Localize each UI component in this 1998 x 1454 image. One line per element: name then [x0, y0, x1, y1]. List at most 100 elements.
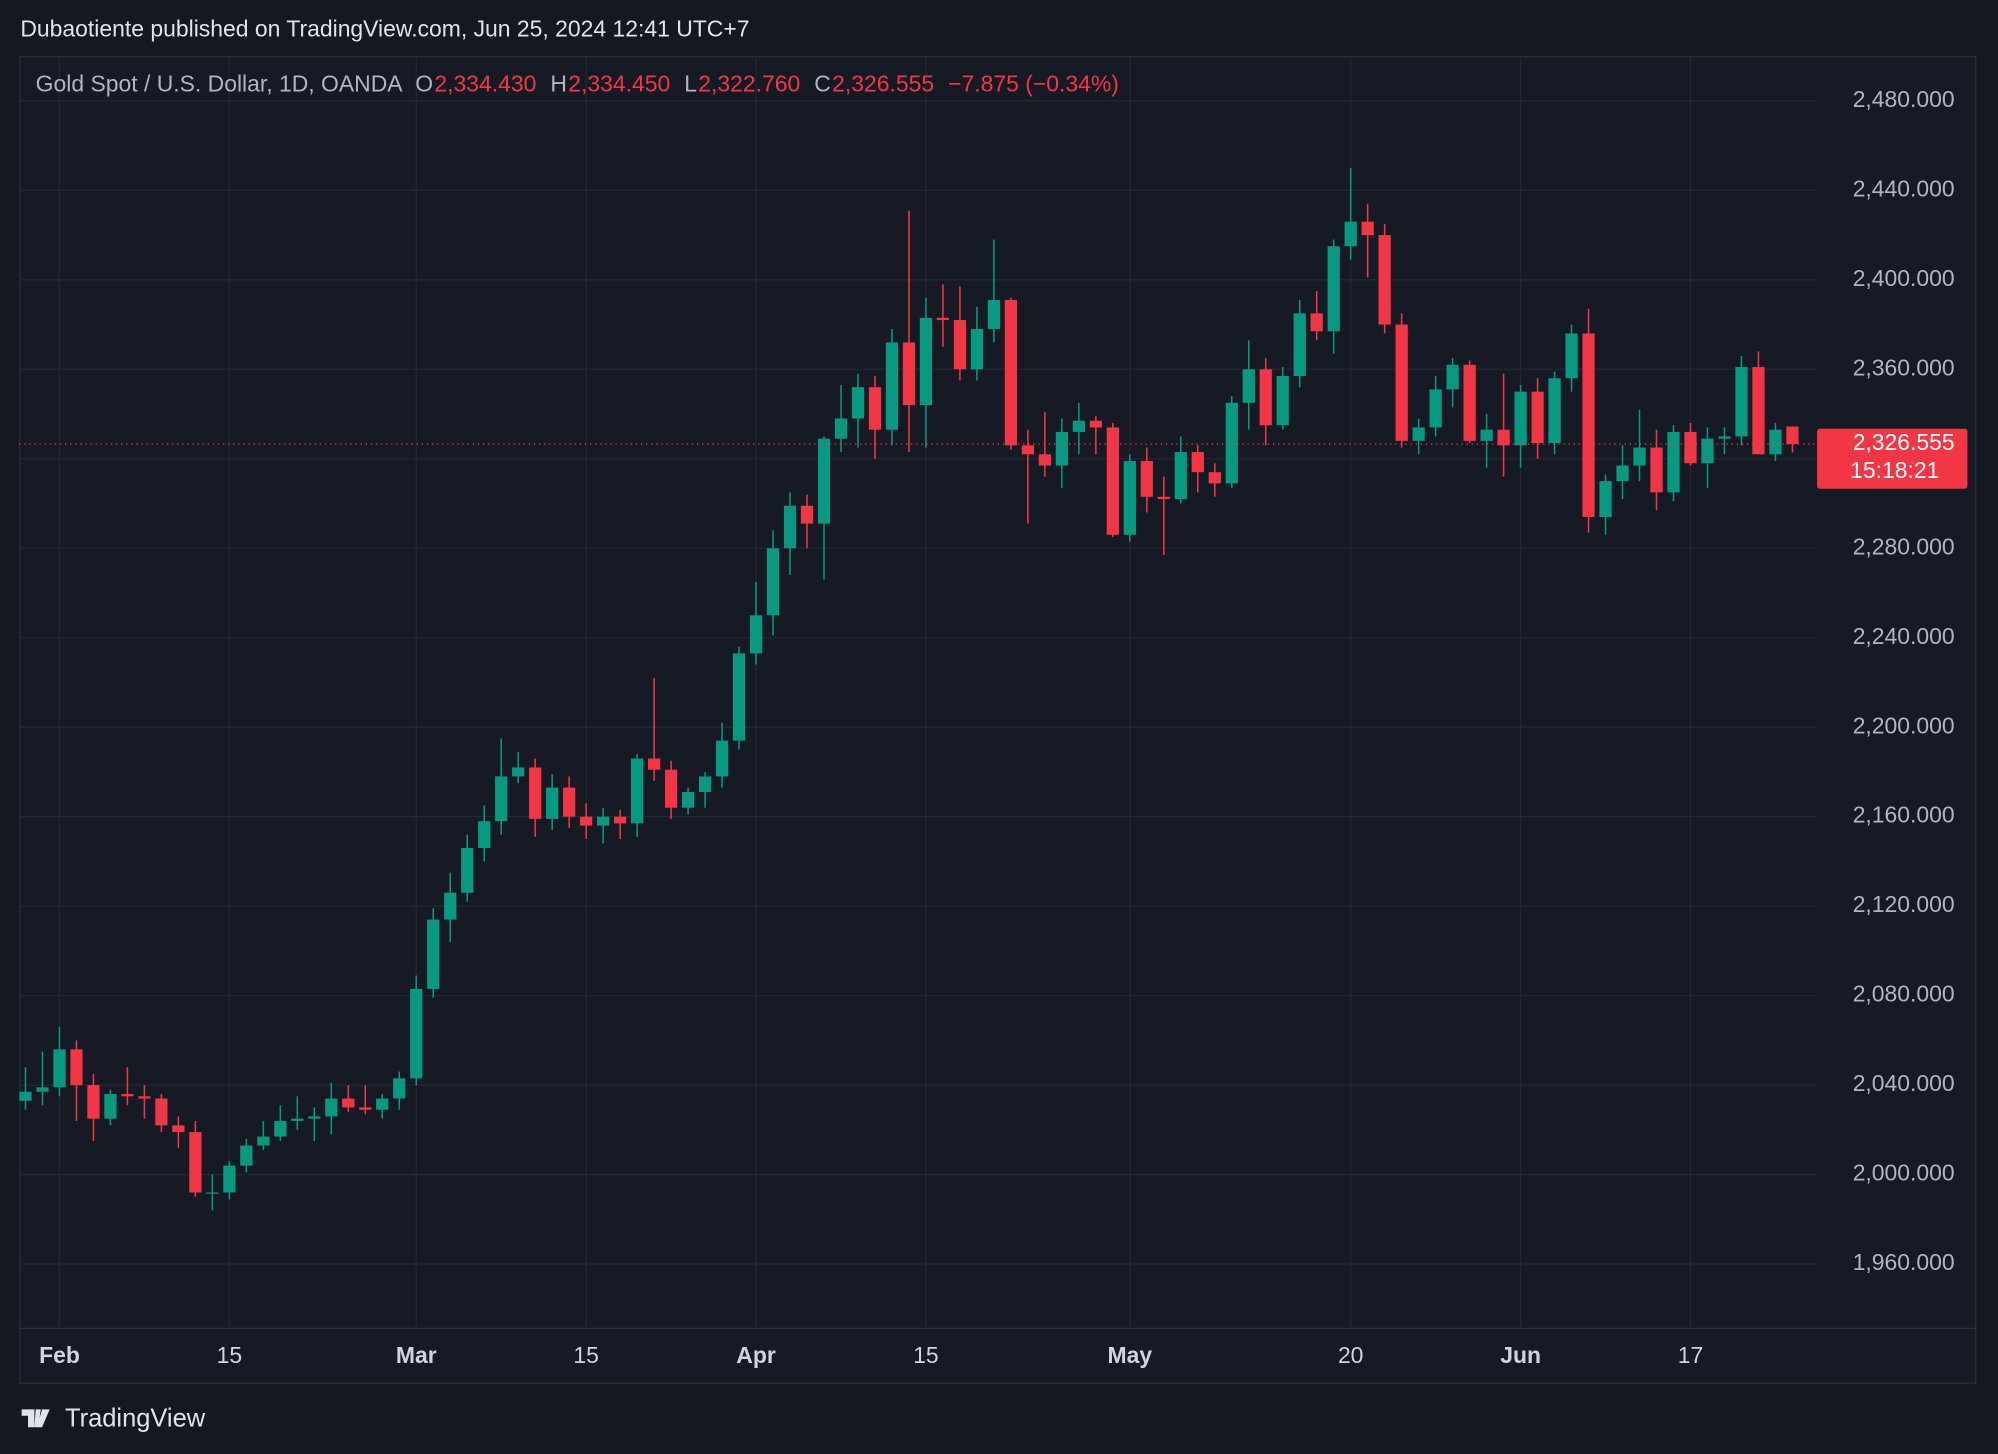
y-tick-label: 2,480.000: [1853, 86, 1955, 112]
candle-body: [1514, 391, 1527, 446]
candle-body: [885, 342, 899, 430]
x-tick-label: Feb: [39, 1342, 80, 1368]
candle-body: [1361, 221, 1374, 236]
candle-body: [1786, 426, 1799, 445]
candle-body: [172, 1125, 185, 1133]
candle-body: [1769, 429, 1782, 455]
candle-body: [580, 816, 593, 826]
y-tick-label: 2,200.000: [1853, 712, 1955, 738]
candle-body: [1684, 431, 1697, 464]
candle-body: [138, 1096, 151, 1099]
legend-value: 2,334.430: [434, 70, 536, 96]
grid: 1,960.000 2,000.000 2,040.000 2,080.000 2,12…: [19, 56, 1955, 1368]
candle-body: [1174, 452, 1187, 500]
candle-body: [1667, 431, 1680, 493]
candle-body: [698, 776, 712, 793]
y-tick-label: 2,040.000: [1853, 1070, 1955, 1096]
candle-body: [1463, 364, 1476, 441]
candles: [19, 167, 1799, 1211]
last-price-label: 2,326.555: [1853, 429, 1955, 455]
candle-body: [240, 1145, 253, 1166]
candle-body: [1140, 460, 1153, 497]
candle-body: [1565, 333, 1578, 379]
candle-body: [868, 387, 882, 430]
x-tick-label: Jun: [1500, 1342, 1541, 1368]
candle-body: [1208, 472, 1221, 484]
candle-body: [410, 988, 423, 1079]
candle-body: [1004, 299, 1018, 446]
candle-body: [1480, 429, 1493, 441]
candle-body: [1293, 313, 1306, 376]
author-line: Dubaotiente published on TradingView.com…: [20, 16, 749, 42]
candle-body: [953, 320, 967, 370]
legend-key: L: [684, 70, 697, 96]
legend-key: C: [814, 70, 831, 96]
candle-body: [664, 769, 678, 808]
candle-body: [1633, 447, 1646, 466]
candle-body: [936, 317, 950, 321]
candle-body: [563, 787, 576, 817]
legend-change: −7.875 (−0.34%): [948, 70, 1119, 96]
candle-body: [1157, 496, 1170, 500]
candle-body: [189, 1132, 202, 1193]
candle-body: [1021, 445, 1034, 455]
candle-body: [834, 418, 848, 439]
candle-body: [1310, 313, 1323, 332]
candle-body: [1616, 465, 1629, 482]
candle-body: [715, 740, 729, 777]
x-tick-label: 15: [573, 1342, 599, 1368]
y-tick-label: 2,160.000: [1853, 802, 1955, 828]
candle-body: [393, 1078, 406, 1099]
candle-body: [1446, 364, 1459, 390]
candle-body: [87, 1085, 100, 1119]
candle-body: [427, 919, 440, 989]
candle-body: [1378, 235, 1391, 325]
candle-body: [919, 317, 933, 406]
candle-body: [987, 299, 1001, 330]
candle-body: [291, 1118, 304, 1121]
candle-body: [529, 767, 542, 819]
candle-body: [1582, 333, 1595, 517]
candle-body: [376, 1098, 389, 1110]
candle-body: [36, 1087, 49, 1092]
x-tick-label: 17: [1678, 1342, 1704, 1368]
candle-body: [1072, 420, 1085, 432]
candle-body: [1276, 375, 1289, 426]
candle-body: [1123, 460, 1136, 535]
candle-body: [614, 816, 627, 824]
candle-body: [495, 776, 508, 822]
y-tick-label: 2,120.000: [1853, 891, 1955, 917]
candle-body: [1225, 402, 1238, 484]
candle-body: [1599, 481, 1612, 517]
x-tick-label: Mar: [396, 1342, 437, 1368]
candle-body: [817, 438, 831, 524]
candle-body: [851, 387, 865, 419]
candle-body: [70, 1049, 83, 1086]
candle-body: [104, 1094, 117, 1119]
y-tick-label: 2,400.000: [1853, 265, 1955, 291]
candle-body: [1259, 369, 1272, 426]
y-tick-label: 2,280.000: [1853, 533, 1955, 559]
candle-body: [1531, 391, 1544, 444]
logo: TradingView: [21, 1404, 206, 1432]
y-tick-label: 1,960.000: [1853, 1249, 1955, 1275]
legend-value: 2,322.760: [698, 70, 800, 96]
candle-body: [546, 787, 559, 819]
candle-body: [681, 792, 695, 808]
x-tick-label: 15: [913, 1342, 939, 1368]
y-tick-label: 2,240.000: [1853, 623, 1955, 649]
legend-value: 2,334.450: [568, 70, 670, 96]
candle-body: [970, 329, 984, 370]
candle-body: [1191, 452, 1204, 473]
candle-body: [1327, 246, 1340, 332]
candle-body: [359, 1107, 372, 1110]
candle-body: [597, 816, 610, 826]
candle-body: [19, 1091, 32, 1101]
candle-body: [1089, 420, 1102, 428]
x-tick-label: 15: [217, 1342, 242, 1368]
y-tick-label: 2,000.000: [1853, 1160, 1955, 1186]
candle-body: [308, 1116, 321, 1119]
logo-text: TradingView: [65, 1404, 206, 1432]
